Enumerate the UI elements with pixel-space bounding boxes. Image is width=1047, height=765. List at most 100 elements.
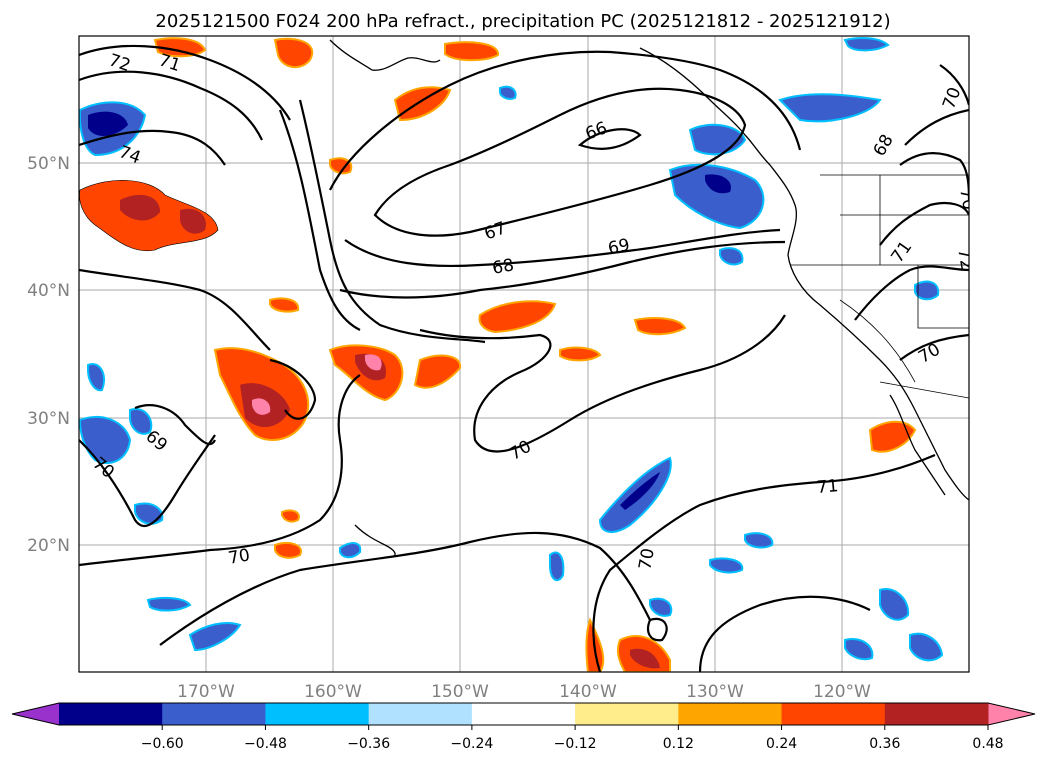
anomaly-patch xyxy=(339,542,362,559)
border-line xyxy=(879,381,969,399)
contour-label: 71 xyxy=(816,476,839,498)
lon-label-160w: 160°W xyxy=(304,682,362,702)
anomaly-patch xyxy=(188,622,242,652)
figure-title: 2025121500 F024 200 hPa refract., precip… xyxy=(155,11,890,32)
lat-label-30n: 30°N xyxy=(27,409,70,429)
border-line xyxy=(839,299,916,383)
colorbar-segment xyxy=(59,703,163,725)
anomaly-patch xyxy=(620,472,660,510)
contour-label: 72 xyxy=(953,247,976,272)
anomaly-patch xyxy=(549,551,565,582)
anomaly-patch xyxy=(88,111,128,136)
anomaly-patch xyxy=(744,532,774,549)
anomaly-patch xyxy=(844,638,874,661)
isoline-69 xyxy=(134,404,216,446)
colorbar-tick-label: 0.36 xyxy=(869,736,900,752)
isoline-67 xyxy=(373,87,747,237)
colorbar-tick-label: 0.24 xyxy=(766,736,797,752)
isoline xyxy=(79,129,226,166)
isoline-70 xyxy=(79,374,361,567)
colorbar-extend-low xyxy=(12,703,59,725)
lat-label-50n: 50°N xyxy=(27,154,70,174)
anomaly-patch xyxy=(180,208,206,234)
anomaly-patch xyxy=(79,415,132,465)
anomaly-patch xyxy=(778,93,882,123)
anomaly-patch xyxy=(868,420,917,453)
colorbar-segment xyxy=(368,703,473,725)
anomaly-patch xyxy=(281,509,300,523)
isoline xyxy=(904,108,969,146)
anomaly-patch xyxy=(649,597,673,617)
isoline xyxy=(419,314,786,453)
latitude-labels: 50°N 40°N 30°N 20°N xyxy=(27,154,70,556)
isoline xyxy=(298,99,486,344)
isoline xyxy=(269,358,317,420)
refractivity-contours xyxy=(79,44,969,672)
colorbar-segment xyxy=(265,703,370,725)
coastline-alaska xyxy=(329,39,441,71)
colorbar-segment xyxy=(575,703,679,725)
isoline xyxy=(854,265,969,321)
anomaly-patch xyxy=(269,297,300,313)
lon-label-170w: 170°W xyxy=(177,682,235,702)
isoline xyxy=(79,70,263,141)
colorbar-segment xyxy=(678,703,783,725)
colorbar-ticks: −0.60 −0.48 −0.36 −0.24 −0.12 0.12 0.24 0.36 0.4… xyxy=(141,725,1004,752)
anomaly-patch xyxy=(705,174,731,194)
positive-anomaly-patches xyxy=(79,37,917,672)
lon-label-120w: 120°W xyxy=(813,682,871,702)
anomaly-patch xyxy=(668,163,765,230)
colorbar-segment xyxy=(162,703,266,725)
political-boundaries xyxy=(790,174,969,399)
graticule xyxy=(79,36,969,672)
colorbar-segment xyxy=(781,703,886,725)
isoline xyxy=(698,595,871,672)
colorbar-segment xyxy=(471,703,576,725)
anomaly-patch xyxy=(499,85,517,100)
coastlines xyxy=(329,39,969,558)
anomaly-patch xyxy=(633,317,687,336)
colorbar-segment xyxy=(884,703,989,725)
isoline xyxy=(79,44,291,121)
coastline-hawaii xyxy=(354,524,396,558)
colorbar-outline xyxy=(11,702,1036,726)
isoline xyxy=(339,240,786,299)
contour-label: 70 xyxy=(227,545,252,568)
contour-label: 69 xyxy=(606,235,631,259)
colorbar-tick-label: −0.24 xyxy=(450,736,493,752)
lat-label-20n: 20°N xyxy=(27,536,70,556)
anomaly-patch xyxy=(153,37,207,58)
isoline xyxy=(899,333,969,361)
colorbar-extend-high xyxy=(988,703,1035,725)
anomaly-patch xyxy=(120,194,160,221)
lon-label-140w: 140°W xyxy=(559,682,617,702)
anomaly-patch xyxy=(478,300,557,334)
colorbar-tick-label: 0.48 xyxy=(972,736,1003,752)
anomaly-patch xyxy=(630,648,660,669)
anomaly-patch xyxy=(413,354,462,389)
anomaly-patch xyxy=(719,247,744,266)
colorbar-segments xyxy=(59,703,989,725)
anomaly-patch xyxy=(843,36,890,52)
contour-label: 70 xyxy=(955,187,978,212)
colorbar-tick-label: −0.60 xyxy=(141,736,184,752)
colorbar-tick-label: −0.36 xyxy=(347,736,390,752)
isoline xyxy=(159,531,651,646)
anomaly-patch xyxy=(134,502,164,525)
lon-label-150w: 150°W xyxy=(431,682,489,702)
anomaly-patch xyxy=(87,363,106,392)
anomaly-patch xyxy=(273,37,314,69)
anomaly-patch xyxy=(559,346,602,362)
isoline xyxy=(939,64,969,106)
colorbar-tick-label: −0.48 xyxy=(244,736,287,752)
isoline-68 xyxy=(344,228,781,268)
anomaly-patch xyxy=(146,596,192,612)
map-frame xyxy=(78,35,970,673)
isoline xyxy=(278,109,361,331)
isoline-71 xyxy=(592,453,936,672)
colorbar: −0.60 −0.48 −0.36 −0.24 −0.12 0.12 0.24 0.36 0.4… xyxy=(11,702,1036,752)
border-line xyxy=(917,265,969,329)
anomaly-patch xyxy=(365,354,382,371)
lon-label-130w: 130°W xyxy=(686,682,744,702)
